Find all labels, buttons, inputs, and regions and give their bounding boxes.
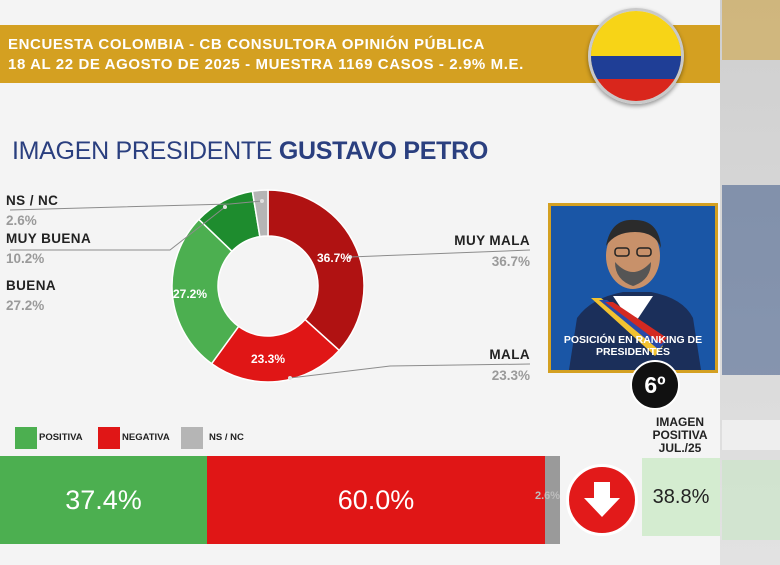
infographic-card: ENCUESTA COLOMBIA - CB CONSULTORA OPINIÓ…: [0, 0, 720, 565]
value-muy-mala: 36.7%: [491, 254, 530, 269]
arrow-down-icon: [566, 464, 638, 536]
background-blue-patch: [722, 185, 780, 375]
donut-chart: 36.7% 23.3% 27.2%: [9, 189, 531, 383]
title-name: GUSTAVO PETRO: [278, 137, 488, 165]
survey-details: 18 AL 22 DE AGOSTO DE 2025 - MUESTRA 116…: [8, 56, 524, 73]
slice-label-mala: 23.3%: [251, 352, 285, 366]
label-muy-mala: MUY MALA: [454, 233, 530, 248]
donut-slice-buena: [171, 218, 240, 365]
label-nsnc: NS / NC: [6, 193, 59, 208]
slice-label-buena: 27.2%: [173, 287, 207, 301]
ranking-caption: POSICIÓN EN RANKING DE PRESIDENTES: [563, 334, 703, 358]
president-portrait-icon: [551, 206, 715, 370]
legend-label-negativa: NEGATIVA: [122, 432, 170, 443]
leader-line-mala: [289, 363, 531, 379]
leader-dot-muy-mala: [348, 255, 352, 259]
bar-nsnc: [545, 456, 560, 544]
chart-title: IMAGEN PRESIDENTE GUSTAVO PETRO: [12, 137, 488, 166]
label-buena: BUENA: [6, 278, 57, 293]
leader-line-muy-mala: [349, 249, 531, 258]
donut-slice-mala: [210, 318, 341, 383]
donut-slice-muy-mala: [267, 189, 365, 352]
legend-swatch-negativa: [98, 427, 120, 449]
slice-label-muy-mala: 36.7%: [317, 251, 351, 265]
leader-dot-nsnc: [260, 199, 264, 203]
ranking-badge: 6º: [630, 360, 680, 410]
value-nsnc: 2.6%: [6, 213, 37, 228]
background-green-patch: [722, 460, 780, 540]
value-mala: 23.3%: [491, 368, 530, 383]
title-prefix: IMAGEN PRESIDENTE: [12, 137, 273, 165]
comparison-value: 38.8%: [642, 458, 720, 536]
survey-title: ENCUESTA COLOMBIA - CB CONSULTORA OPINIÓ…: [8, 36, 485, 53]
bar-positiva: 37.4%: [0, 456, 207, 544]
background-white-patch: [722, 420, 780, 450]
value-buena: 27.2%: [6, 298, 45, 313]
colombia-flag-icon: [588, 8, 684, 104]
value-muy-buena: 10.2%: [6, 251, 45, 266]
leader-dot-muy-buena: [223, 205, 227, 209]
comparison-label: IMAGEN POSITIVA JUL./25: [652, 415, 708, 455]
bar-negativa: 60.0%: [207, 456, 545, 544]
legend-swatch-nsnc: [181, 427, 203, 449]
legend-label-nsnc: NS / NC: [209, 432, 244, 443]
label-mala: MALA: [489, 347, 530, 362]
bar-value-nsnc: 2.6%: [535, 490, 561, 502]
label-muy-buena: MUY BUENA: [6, 231, 92, 246]
president-photo: POSICIÓN EN RANKING DE PRESIDENTES: [548, 203, 718, 373]
leader-dot-mala: [288, 376, 292, 380]
leader-line-muy-buena: [10, 206, 226, 251]
leader-line-nsnc: [9, 200, 263, 211]
legend-swatch-positiva: [15, 427, 37, 449]
background-gold-patch: [722, 0, 780, 60]
legend-label-positiva: POSITIVA: [39, 432, 83, 443]
